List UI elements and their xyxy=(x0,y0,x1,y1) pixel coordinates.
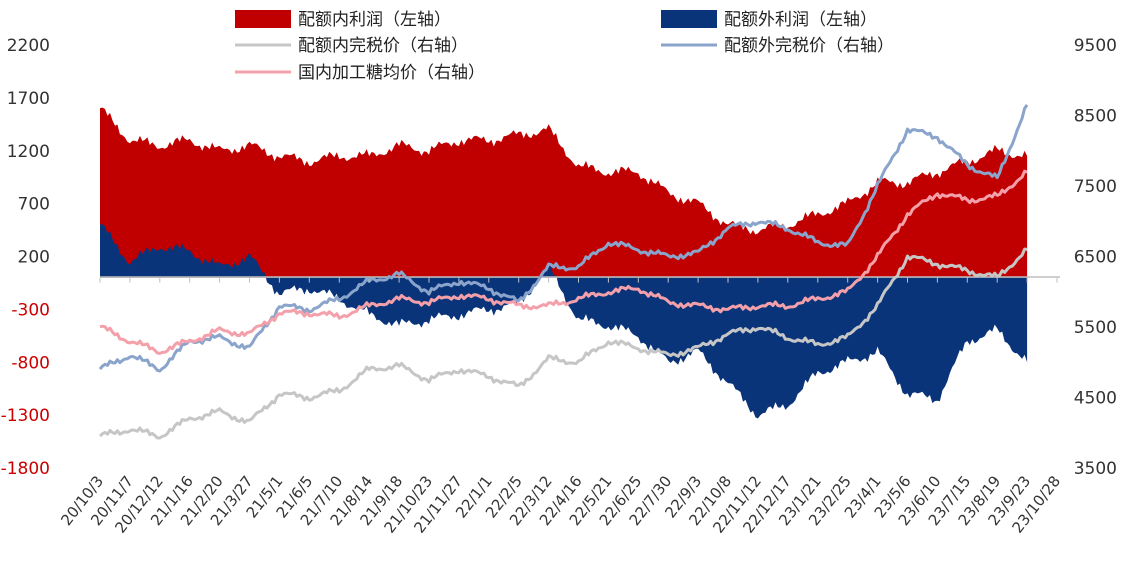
legend-item-quota-out-duty-price: 配额外完税价（右轴） xyxy=(661,36,894,56)
right-tick-label: 3500 xyxy=(1074,459,1117,479)
left-tick-label: 700 xyxy=(18,195,50,215)
right-tick-label: 7500 xyxy=(1074,177,1117,197)
left-tick-label: -1800 xyxy=(1,459,50,479)
legend-item-quota-out-profit: 配额外利润（左轴） xyxy=(661,10,877,30)
legend-item-quota-in-duty-price: 配额内完税价（右轴） xyxy=(235,36,468,56)
series-2-line xyxy=(98,247,1028,440)
left-tick-label: 2200 xyxy=(7,36,50,56)
left-axis-ticks: 2200 1700 1200 700 200 -300 -800 -1300 -1800 xyxy=(1,36,50,479)
legend-swatch-quota-in-profit xyxy=(235,10,291,28)
legend-item-quota-in-profit: 配额内利润（左轴） xyxy=(235,10,451,30)
right-tick-label: 6500 xyxy=(1074,248,1117,268)
series-1-area xyxy=(100,224,1028,419)
legend-label-quota-out-duty-price: 配额外完税价（右轴） xyxy=(724,36,894,56)
right-tick-label: 5500 xyxy=(1074,318,1117,338)
legend-label-quota-in-profit: 配额内利润（左轴） xyxy=(298,10,451,30)
series-3-line xyxy=(98,104,1029,373)
left-tick-label: -800 xyxy=(11,353,50,373)
right-tick-label: 4500 xyxy=(1074,389,1117,409)
legend-item-domestic-sugar-price: 国内加工糖均价（右轴） xyxy=(235,63,485,83)
left-tick-label: 200 xyxy=(18,248,50,268)
left-tick-label: -1300 xyxy=(1,406,50,426)
legend-label-domestic-sugar-price: 国内加工糖均价（右轴） xyxy=(298,63,485,83)
series-0-area xyxy=(100,107,1028,278)
legend: 配额内利润（左轴） 配额外利润（左轴） 配额内完税价（右轴） 配额外完税价（右轴… xyxy=(235,10,894,83)
legend-label-quota-out-profit: 配额外利润（左轴） xyxy=(724,10,877,30)
right-tick-label: 9500 xyxy=(1074,36,1117,56)
right-tick-label: 8500 xyxy=(1074,107,1117,127)
right-axis-ticks: 9500 8500 7500 6500 5500 4500 3500 xyxy=(1074,36,1117,479)
line-series-group xyxy=(98,104,1029,440)
left-tick-label: 1700 xyxy=(7,89,50,109)
legend-swatch-quota-out-profit xyxy=(661,10,717,28)
legend-label-quota-in-duty-price: 配额内完税价（右轴） xyxy=(298,36,468,56)
series-4-line xyxy=(99,169,1028,355)
left-tick-label: -300 xyxy=(11,300,50,320)
area-series-group xyxy=(100,107,1028,419)
left-tick-label: 1200 xyxy=(7,142,50,162)
